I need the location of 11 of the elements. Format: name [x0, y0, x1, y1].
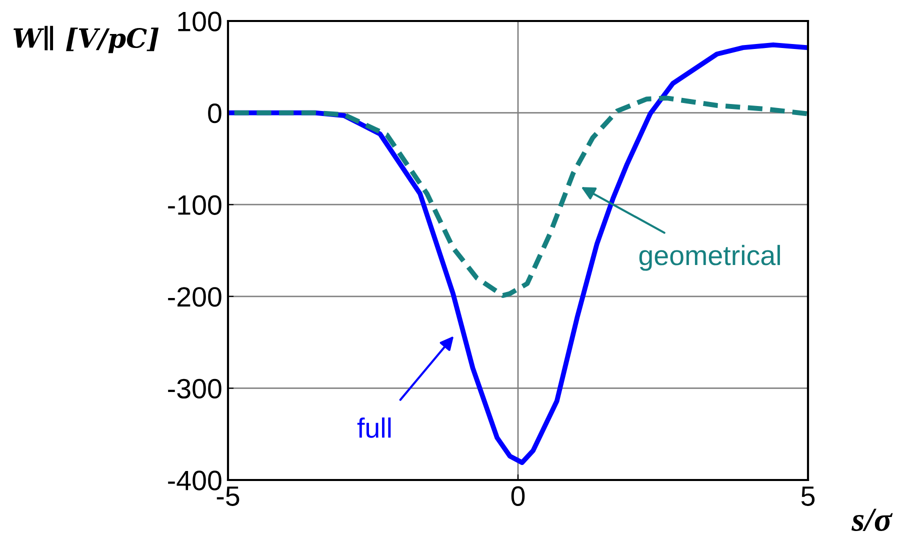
text: full: [357, 417, 391, 438]
x-tick-label: 0: [511, 486, 525, 506]
legend-label: geometrical: [639, 244, 780, 271]
y-tick-label: 0: [208, 103, 222, 124]
y-tick-label: -300: [168, 378, 222, 399]
x-axis-title: s/σ: [852, 508, 893, 531]
y-tick-label: -200: [168, 287, 222, 307]
x-tick-label: 5: [801, 486, 815, 506]
y-axis-title: W∥ [V/pC]: [14, 26, 159, 54]
y-tick-label: -100: [168, 195, 222, 215]
y-tick-label: 100: [178, 12, 222, 32]
